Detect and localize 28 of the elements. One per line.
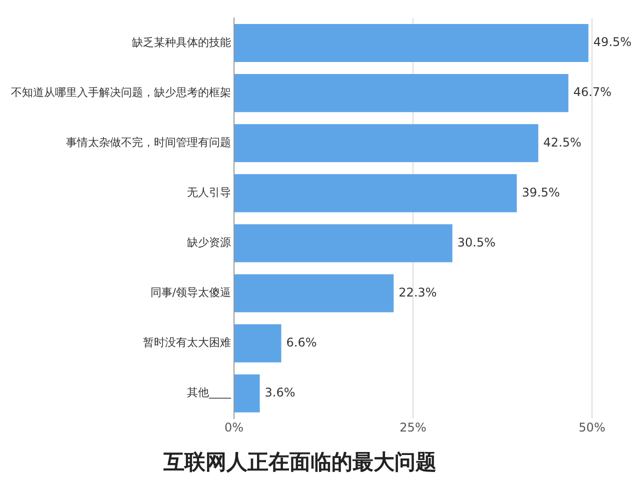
y-tick-label: 同事/领导太傻逼	[150, 286, 231, 300]
bar	[234, 24, 588, 62]
data-label: 22.3%	[398, 285, 437, 300]
data-label: 46.7%	[573, 85, 612, 100]
y-tick-label: 暂时没有太大困难	[143, 336, 231, 350]
bar	[234, 224, 452, 262]
y-tick-label: 无人引导	[187, 186, 231, 200]
y-tick-label: 缺少资源	[187, 236, 231, 250]
y-tick-label: 事情太杂做不完，时间管理有问题	[66, 136, 231, 149]
bar	[234, 124, 538, 162]
x-tick-label: 50%	[578, 420, 606, 435]
bar	[234, 174, 517, 212]
bar	[234, 324, 282, 362]
data-label: 42.5%	[543, 135, 582, 150]
y-tick-label: 其他____	[187, 386, 232, 400]
x-tick-label: 25%	[400, 420, 426, 435]
x-tick-label: 0%	[224, 420, 244, 435]
text: 互联网人正在面临的最大问题	[162, 450, 436, 474]
y-tick-label: 不知道从哪里入手解决问题，缺少思考的框架	[11, 86, 231, 99]
data-label: 3.6%	[264, 386, 296, 400]
data-label: 39.5%	[522, 185, 560, 200]
data-label: 6.6%	[286, 335, 317, 350]
data-label: 49.5%	[593, 35, 632, 50]
y-tick-label: 缺乏某种具体的技能	[132, 36, 231, 49]
data-label: 30.5%	[457, 235, 496, 250]
bar	[234, 374, 260, 412]
bar	[234, 74, 568, 112]
bar	[234, 274, 394, 312]
